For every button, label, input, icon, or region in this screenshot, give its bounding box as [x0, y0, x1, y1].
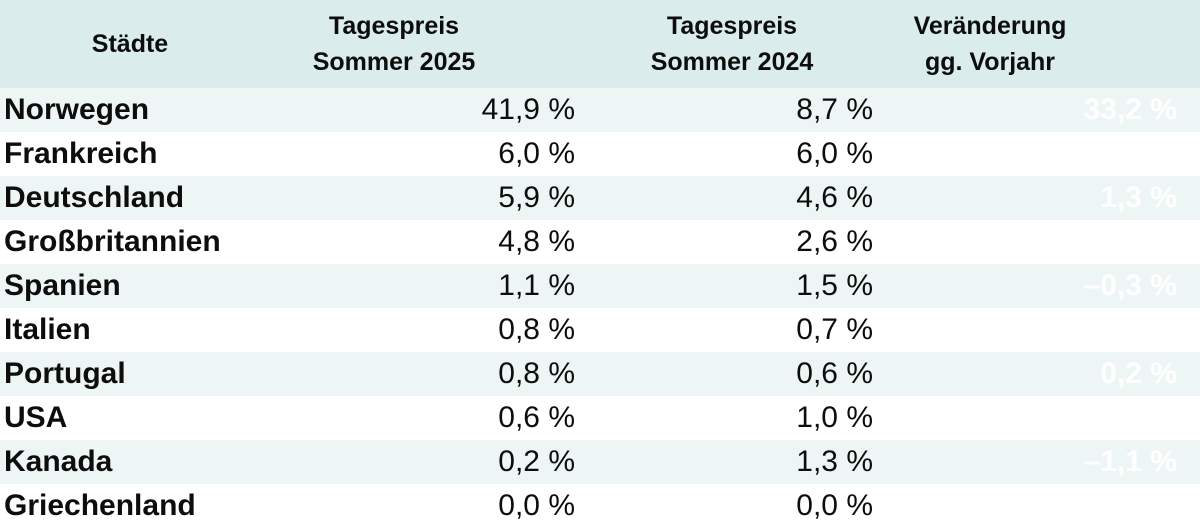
column-header-staedte: Städte — [0, 0, 280, 88]
column-header-label-line1: Tagespreis — [328, 12, 460, 40]
change-value: –0,3 % — [1083, 269, 1177, 302]
country-name: USA — [4, 401, 68, 434]
country-name: Spanien — [4, 269, 121, 302]
price-2024-value: 4,6 % — [796, 181, 873, 214]
price-2024-value: 6,0 % — [796, 137, 873, 170]
change-value — [900, 308, 1200, 352]
country-name: Deutschland — [4, 181, 185, 214]
price-2025-value: 6,0 % — [498, 137, 575, 170]
change-value — [900, 132, 1200, 176]
country-name: Italien — [4, 313, 91, 346]
column-header-label-line1: Veränderung — [913, 12, 1067, 40]
price-2025-value: 4,8 % — [498, 225, 575, 258]
price-2024-value: 1,0 % — [796, 401, 873, 434]
table-header-row: Städte Tagespreis Sommer 2025 Tagespreis… — [0, 0, 1200, 88]
country-name: Kanada — [4, 445, 113, 478]
column-header-label-line2: Sommer 2025 — [312, 48, 476, 76]
price-2024-value: 0,0 % — [796, 489, 873, 522]
price-2024-value: 8,7 % — [796, 93, 873, 126]
price-2025-value: 0,8 % — [498, 357, 575, 390]
table-row-usa: USA 0,6 % 1,0 % — [0, 396, 1200, 440]
table-row-italien: Italien 0,8 % 0,7 % — [0, 308, 1200, 352]
price-2024-value: 0,7 % — [796, 313, 873, 346]
table-row-spanien: Spanien 1,1 % 1,5 % –0,3 % — [0, 264, 1200, 308]
price-2025-value: 5,9 % — [498, 181, 575, 214]
column-header-tagespreis-2025: Tagespreis Sommer 2025 — [244, 0, 544, 88]
table-row-norwegen: Norwegen 41,9 % 8,7 % 33,2 % — [0, 88, 1200, 132]
change-value: 0,2 % — [1100, 357, 1177, 390]
price-2025-value: 41,9 % — [481, 93, 575, 126]
column-header-tagespreis-2024: Tagespreis Sommer 2024 — [582, 0, 882, 88]
price-2025-value: 0,2 % — [498, 445, 575, 478]
price-2024-value: 2,6 % — [796, 225, 873, 258]
table-row-griechenland: Griechenland 0,0 % 0,0 % — [0, 484, 1200, 528]
column-header-label: Städte — [91, 30, 169, 58]
table-row-portugal: Portugal 0,8 % 0,6 % 0,2 % — [0, 352, 1200, 396]
table-row-kanada: Kanada 0,2 % 1,3 % –1,1 % — [0, 440, 1200, 484]
country-name: Großbritannien — [4, 225, 221, 258]
country-name: Griechenland — [4, 489, 196, 522]
price-2024-value: 1,3 % — [796, 445, 873, 478]
column-header-label-line1: Tagespreis — [666, 12, 798, 40]
table-row-deutschland: Deutschland 5,9 % 4,6 % 1,3 % — [0, 176, 1200, 220]
price-2025-value: 0,6 % — [498, 401, 575, 434]
price-2025-value: 0,8 % — [498, 313, 575, 346]
column-header-veraenderung: Veränderung gg. Vorjahr — [840, 0, 1140, 88]
country-name: Frankreich — [4, 137, 158, 170]
change-value — [900, 484, 1200, 528]
column-header-label-line2: Sommer 2024 — [650, 48, 814, 76]
price-2025-value: 0,0 % — [498, 489, 575, 522]
table-row-frankreich: Frankreich 6,0 % 6,0 % — [0, 132, 1200, 176]
country-name: Norwegen — [4, 93, 150, 126]
price-2024-value: 0,6 % — [796, 357, 873, 390]
table-row-grossbritannien: Großbritannien 4,8 % 2,6 % — [0, 220, 1200, 264]
price-2024-value: 1,5 % — [796, 269, 873, 302]
price-2025-value: 1,1 % — [498, 269, 575, 302]
change-value: 1,3 % — [1100, 181, 1177, 214]
change-value: –1,1 % — [1083, 445, 1177, 478]
column-header-label-line2: gg. Vorjahr — [924, 48, 1056, 76]
country-name: Portugal — [4, 357, 126, 390]
change-value — [900, 220, 1200, 264]
change-value — [900, 396, 1200, 440]
change-value: 33,2 % — [1083, 93, 1177, 126]
